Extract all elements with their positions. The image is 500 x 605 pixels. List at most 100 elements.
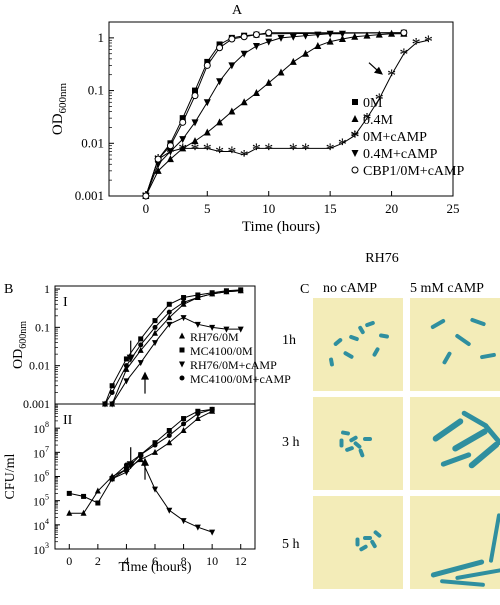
x-tick-label: 4 (123, 554, 129, 568)
data-point-1-2 (123, 356, 129, 362)
data-point-3-10 (265, 38, 273, 46)
data-point-1-6 (216, 118, 224, 126)
data-point-0-6 (152, 448, 158, 455)
bacterium-cell (440, 451, 472, 468)
data-point-1-17 (351, 32, 359, 40)
x-tick-label: 10 (206, 554, 218, 568)
data-point-1-12 (289, 57, 297, 65)
legend-label-1: MC4100/0M (190, 344, 253, 358)
data-point-3-1 (109, 389, 115, 395)
data-point-3-2 (166, 148, 174, 156)
data-point-3-8 (209, 291, 215, 297)
bacterium-cell (328, 357, 335, 367)
legend-marker-0 (352, 99, 358, 105)
micrograph-row-1: 3 h (282, 435, 300, 450)
data-point-4-6 (216, 44, 224, 52)
y-tick-label: 1 (98, 30, 105, 45)
bacterium-cell (369, 539, 378, 549)
data-point-2-10 (237, 326, 244, 333)
y-tick-label: 0.1 (88, 83, 104, 98)
data-point-1-1 (154, 166, 162, 174)
data-point-1-7 (228, 107, 236, 115)
micrograph-5h-no-camp (313, 496, 403, 589)
legend-item-0: 0M (352, 96, 383, 111)
legend-marker-3 (351, 150, 359, 157)
legend-item-0: RH76/0M (179, 330, 239, 344)
data-point-0-9 (194, 415, 201, 422)
legend-label-4: CBP1/0M+cAMP (363, 164, 464, 179)
subpanel-label: II (63, 413, 73, 428)
data-point-3-1 (123, 462, 129, 468)
data-point-3-5 (166, 309, 172, 315)
y-tick-label: 0.01 (81, 135, 104, 150)
bacterium-cell (363, 437, 372, 441)
data-point-3-6 (216, 78, 224, 86)
data-point-0-0 (66, 509, 73, 516)
data-point-1-19 (375, 30, 383, 38)
data-point-1-3 (138, 336, 144, 342)
data-point-4-10 (265, 29, 273, 37)
bacterium-cell (355, 537, 360, 547)
micrograph-5h-camp (410, 496, 500, 589)
data-point-2-3 (137, 360, 144, 367)
data-point-1-18 (363, 31, 371, 39)
data-point-1-11 (277, 68, 285, 76)
data-point-1-16 (338, 35, 346, 43)
legend-marker-4 (351, 166, 359, 174)
data-point-2-6 (194, 524, 201, 531)
data-point-3-3 (179, 136, 187, 144)
x-tick-label: 6 (152, 554, 158, 568)
data-point-3-3 (152, 442, 158, 448)
legend-marker-2 (179, 361, 185, 368)
bacterium-cell (358, 544, 369, 552)
data-point-2-11: * (289, 139, 298, 159)
legend-item-1: MC4100/0M (179, 344, 253, 358)
data-point-0-3 (137, 346, 144, 353)
bacterium-cell (358, 448, 365, 458)
data-point-4-8 (240, 33, 248, 41)
data-point-2-16: * (363, 109, 372, 129)
data-point-1-8 (240, 98, 248, 106)
data-point-2-7 (209, 529, 216, 536)
x-axis-label: Time (hours) (242, 219, 320, 235)
data-point-3-7 (228, 62, 236, 70)
data-point-3-4 (166, 432, 172, 438)
x-tick-label: 20 (385, 201, 398, 216)
data-point-2-6 (180, 315, 187, 322)
bacterium-cell (488, 513, 500, 563)
y-tick-label: 103 (33, 541, 49, 557)
legend-label-2: 0M+cAMP (363, 130, 427, 145)
micrograph-3h-no-camp (313, 397, 403, 490)
bacterium-cell (364, 320, 376, 328)
data-point-0-4 (152, 329, 158, 336)
legend-item-4: CBP1/0M+cAMP (351, 164, 464, 179)
data-point-2-18: * (387, 66, 396, 86)
data-point-1-4 (152, 318, 158, 324)
bacterium-cell (348, 334, 360, 342)
series-line-1 (145, 33, 404, 197)
data-point-2-2 (137, 455, 144, 462)
y-tick-label: 0.001 (23, 397, 50, 411)
data-point-3-2 (138, 452, 144, 458)
legend-item-1: 0.4M (351, 113, 394, 128)
x-tick-label: 2 (95, 554, 101, 568)
subpanel-label: I (63, 295, 68, 310)
legend-label-3: 0.4M+cAMP (363, 147, 438, 162)
x-tick-label: 0 (143, 201, 150, 216)
plot-frame (54, 403, 256, 550)
data-point-3-4 (152, 324, 158, 330)
x-axis-label: Time (hours) (119, 560, 192, 575)
y-tick-label: 0.1 (35, 320, 50, 334)
bacterium-cell (344, 445, 355, 453)
y-axis-label: OD600nm (50, 82, 69, 135)
micrograph-col-1: 5 mM cAMP (410, 281, 484, 296)
bacterium-cell (372, 529, 383, 539)
data-point-1-10 (265, 78, 273, 86)
bacterium-cell (439, 579, 486, 587)
data-point-4-3 (179, 118, 187, 126)
bacterium-cell (441, 350, 453, 366)
y-tick-label: 106 (33, 469, 49, 485)
data-point-0-1 (80, 509, 87, 516)
bacterium-cell (371, 346, 381, 358)
